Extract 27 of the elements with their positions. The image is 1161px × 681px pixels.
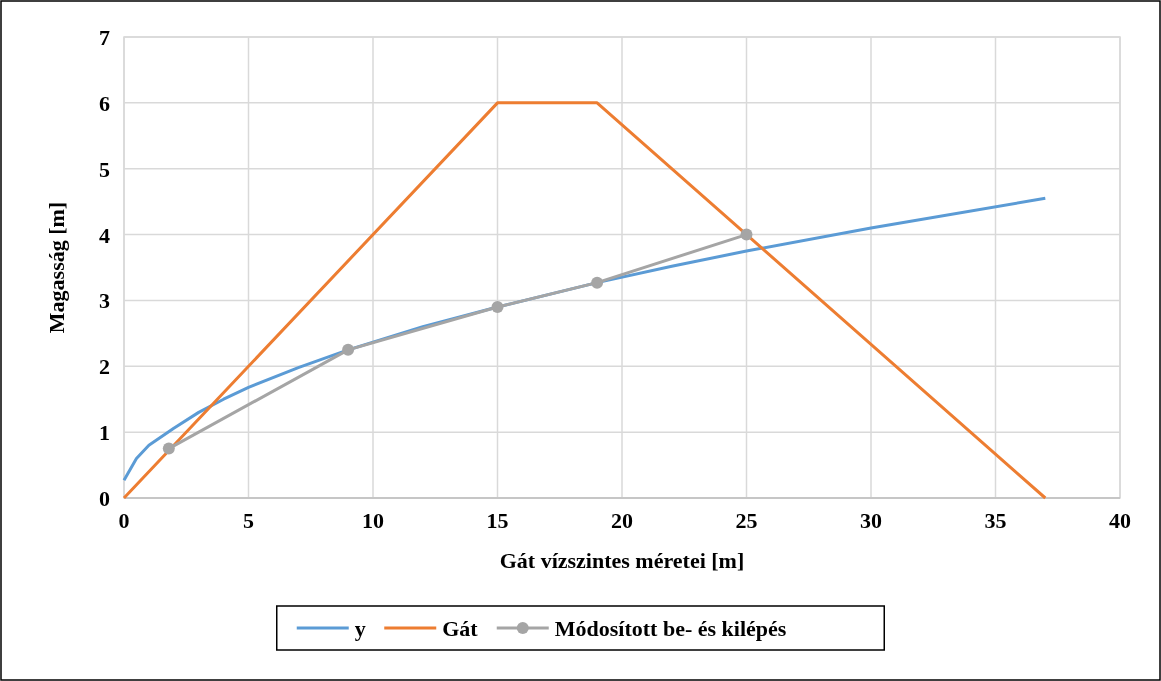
y-tick-label: 3 (99, 288, 110, 314)
legend-label: Módosított be- és kilépés (554, 616, 787, 641)
legend-label: y (354, 616, 366, 641)
y-tick-label: 0 (99, 486, 110, 511)
point (342, 343, 355, 356)
y-tick-label: 6 (99, 90, 110, 116)
x-tick-label: 35 (984, 508, 1007, 533)
y-tick-label: 5 (99, 156, 110, 182)
x-tick-label: 5 (243, 508, 254, 533)
y-axis-title: Magasság [m] (44, 201, 69, 334)
legend-label: Gát (442, 616, 479, 641)
x-tick-label: 25 (735, 508, 758, 533)
x-tick-label: 20 (611, 508, 633, 533)
y-tick-label: 4 (99, 222, 110, 248)
point (591, 276, 604, 289)
x-tick-label: 10 (362, 508, 384, 533)
y-tick-label: 7 (99, 25, 110, 50)
x-tick-label: 40 (1109, 508, 1131, 533)
y-tick-label: 1 (99, 420, 110, 446)
point (740, 228, 753, 241)
x-tick-label: 30 (860, 508, 882, 533)
point (491, 301, 504, 314)
x-tick-label: 15 (486, 508, 509, 533)
x-tick-label: 0 (118, 508, 130, 533)
y-tick-label: 2 (99, 354, 110, 380)
point (162, 442, 175, 455)
x-axis-title: Gát vízszintes méretei [m] (499, 548, 745, 573)
